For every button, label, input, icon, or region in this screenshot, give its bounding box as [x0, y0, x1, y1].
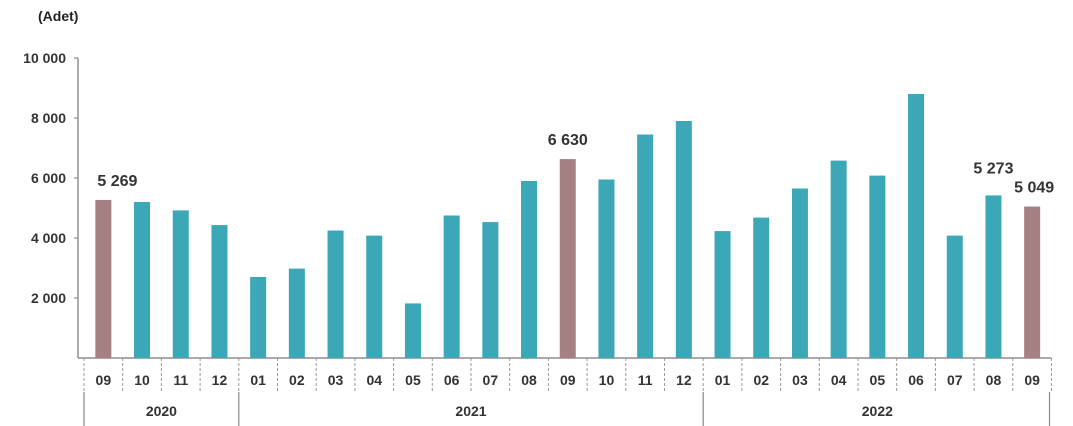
bar — [250, 277, 267, 358]
bar — [288, 268, 305, 358]
x-tick-label: 06 — [908, 372, 924, 388]
x-tick-label: 09 — [1024, 372, 1040, 388]
bar — [172, 210, 189, 358]
x-tick-label: 05 — [405, 372, 421, 388]
bar — [714, 231, 731, 358]
bar — [443, 215, 460, 358]
bar — [675, 121, 692, 358]
x-tick-label: 04 — [366, 372, 382, 388]
x-tick-label: 10 — [134, 372, 150, 388]
x-tick-label: 01 — [715, 372, 731, 388]
axis-layer — [74, 57, 1052, 426]
bar — [946, 235, 963, 358]
x-tick-label: 05 — [870, 372, 886, 388]
bar — [985, 195, 1002, 358]
year-label: 2020 — [146, 403, 177, 419]
bar — [134, 202, 151, 358]
data-label: 6 630 — [548, 132, 588, 149]
bar — [327, 230, 344, 358]
x-tick-label: 06 — [444, 372, 460, 388]
bar — [908, 94, 925, 358]
bar — [637, 134, 654, 358]
bar — [1024, 206, 1041, 358]
y-tick-label: 4 000 — [31, 230, 66, 246]
x-tick-label: 08 — [521, 372, 537, 388]
bar — [830, 160, 847, 358]
x-tick-label: 10 — [599, 372, 615, 388]
bar — [404, 303, 421, 358]
bar — [791, 188, 808, 358]
bar — [366, 235, 383, 358]
x-tick-label: 11 — [173, 372, 188, 388]
x-tick-label: 12 — [676, 372, 692, 388]
x-tick-label: 04 — [831, 372, 847, 388]
bar — [598, 179, 615, 358]
y-tick-label: 6 000 — [31, 170, 66, 186]
x-tick-label: 07 — [483, 372, 499, 388]
bar — [869, 175, 886, 358]
x-tick-label: 09 — [560, 372, 576, 388]
x-tick-label: 03 — [792, 372, 808, 388]
bar — [95, 199, 112, 358]
bar — [753, 217, 770, 358]
y-tick-label: 10 000 — [23, 50, 66, 66]
x-tick-label: 03 — [328, 372, 344, 388]
x-tick-label: 11 — [638, 372, 653, 388]
y-unit-label: (Adet) — [38, 8, 79, 24]
bar — [482, 222, 499, 358]
bar — [521, 181, 538, 358]
year-label: 2022 — [862, 403, 893, 419]
x-tick-label: 02 — [289, 372, 305, 388]
bar — [559, 159, 576, 358]
x-tick-label: 08 — [986, 372, 1002, 388]
year-label: 2021 — [455, 403, 486, 419]
data-label: 5 269 — [97, 173, 137, 190]
y-tick-label: 8 000 — [31, 110, 66, 126]
data-label: 5 049 — [1014, 180, 1054, 197]
bars-layer — [95, 94, 1041, 358]
bar — [211, 225, 228, 358]
x-tick-label: 09 — [96, 372, 112, 388]
labels-layer: 10 000 8 000 6 000 4 000 2 000 09 10 11 12 01 02 03… — [23, 50, 1054, 419]
y-tick-label: 2 000 — [31, 290, 66, 306]
data-label: 5 273 — [973, 160, 1013, 177]
x-tick-label: 07 — [947, 372, 963, 388]
x-tick-label: 02 — [753, 372, 769, 388]
x-tick-label: 12 — [212, 372, 228, 388]
x-tick-label: 01 — [250, 372, 266, 388]
